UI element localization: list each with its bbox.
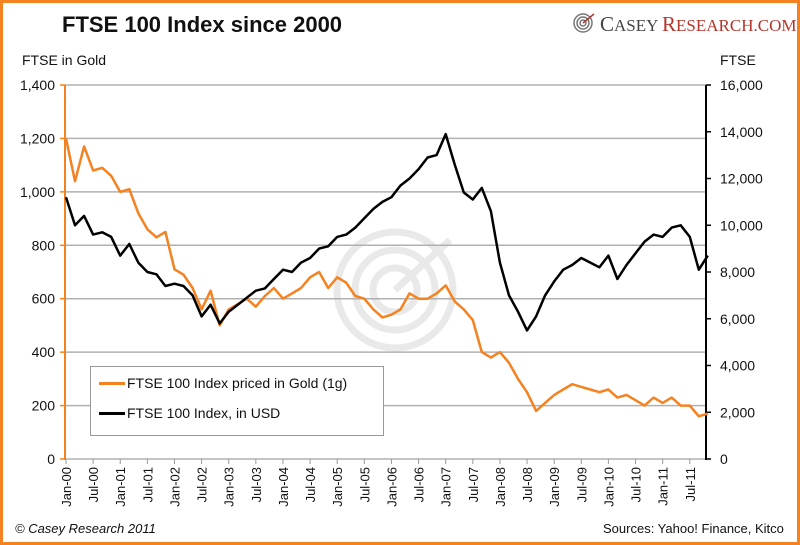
y-right-tick-label: 16,000	[720, 77, 763, 93]
legend-swatch-usd	[99, 411, 125, 415]
y-axis-right-label: FTSE	[720, 52, 756, 68]
x-tick-label: Jul-09	[574, 467, 589, 502]
x-tick-label: Jan-08	[493, 467, 508, 507]
legend-label-usd: FTSE 100 Index, in USD	[127, 405, 281, 421]
x-tick-label: Jan-03	[222, 467, 237, 507]
x-tick-label: Jan-07	[439, 467, 454, 507]
y-right-tick-label: 10,000	[720, 217, 763, 233]
brand-initial-2: R	[662, 12, 677, 36]
x-tick-label: Jan-06	[384, 467, 399, 507]
x-tick-label: Jan-05	[330, 467, 345, 507]
y-right-tick-label: 0	[720, 451, 728, 467]
x-tick-label: Jan-04	[276, 467, 291, 507]
x-tick-label: Jul-11	[683, 467, 698, 501]
y-left-tick-label: 1,400	[20, 77, 55, 93]
legend-item-usd: FTSE 100 Index, in USD	[99, 405, 280, 421]
x-tick-label: Jan-00	[59, 467, 74, 507]
y-right-tick-label: 12,000	[720, 171, 763, 187]
y-left-tick-label: 0	[47, 451, 55, 467]
x-tick-label: Jan-10	[601, 467, 616, 507]
watermark-logo-icon	[333, 228, 457, 352]
y-right-tick-label: 2,000	[720, 404, 755, 420]
copyright-text: © Casey Research 2011	[15, 521, 156, 536]
x-tick-label: Jul-07	[466, 467, 481, 502]
y-left-tick-label: 200	[32, 398, 56, 414]
x-tick-label: Jul-02	[195, 467, 210, 502]
x-tick-label: Jul-03	[249, 467, 264, 502]
x-tick-label: Jul-05	[357, 467, 372, 502]
y-axis-left-label: FTSE in Gold	[22, 52, 107, 68]
chart-legend: FTSE 100 Index priced in Gold (1g) FTSE …	[90, 366, 384, 436]
x-tick-label: Jan-01	[113, 467, 128, 507]
y-left-tick-label: 1,000	[20, 184, 55, 200]
y-left-tick-label: 800	[32, 237, 56, 253]
y-left-tick-label: 600	[32, 291, 56, 307]
brand-initial-1: C	[600, 12, 615, 36]
brand-logo: CASEY RESEARCH.COM	[573, 12, 797, 37]
x-tick-label: Jan-09	[547, 467, 562, 507]
legend-swatch-gold	[99, 381, 125, 385]
sources-text: Sources: Yahoo! Finance, Kitco	[603, 521, 784, 536]
legend-item-gold: FTSE 100 Index priced in Gold (1g)	[99, 375, 347, 391]
y-left-tick-label: 1,200	[20, 130, 55, 146]
x-tick-label: Jul-08	[520, 467, 535, 502]
target-logo-icon	[572, 11, 596, 38]
y-right-tick-label: 14,000	[720, 124, 763, 140]
x-tick-label: Jul-00	[86, 467, 101, 502]
x-tick-label: Jul-04	[303, 467, 318, 502]
x-tick-label: Jan-02	[167, 467, 182, 507]
brand-word-2: ESEARCH.COM	[676, 16, 797, 35]
y-right-tick-label: 4,000	[720, 358, 755, 374]
y-right-tick-label: 6,000	[720, 311, 755, 327]
series-line-gold	[64, 138, 709, 418]
y-right-tick-label: 8,000	[720, 264, 755, 280]
x-tick-label: Jan-11	[656, 467, 671, 506]
y-left-tick-label: 400	[32, 344, 56, 360]
x-tick-label: Jul-01	[140, 467, 155, 502]
legend-label-gold: FTSE 100 Index priced in Gold (1g)	[127, 375, 348, 391]
x-tick-label: Jul-06	[412, 467, 427, 502]
x-tick-label: Jul-10	[629, 467, 644, 502]
chart-title: FTSE 100 Index since 2000	[62, 12, 343, 37]
brand-word-1: ASEY	[614, 16, 663, 35]
series-line-usd	[64, 132, 709, 332]
